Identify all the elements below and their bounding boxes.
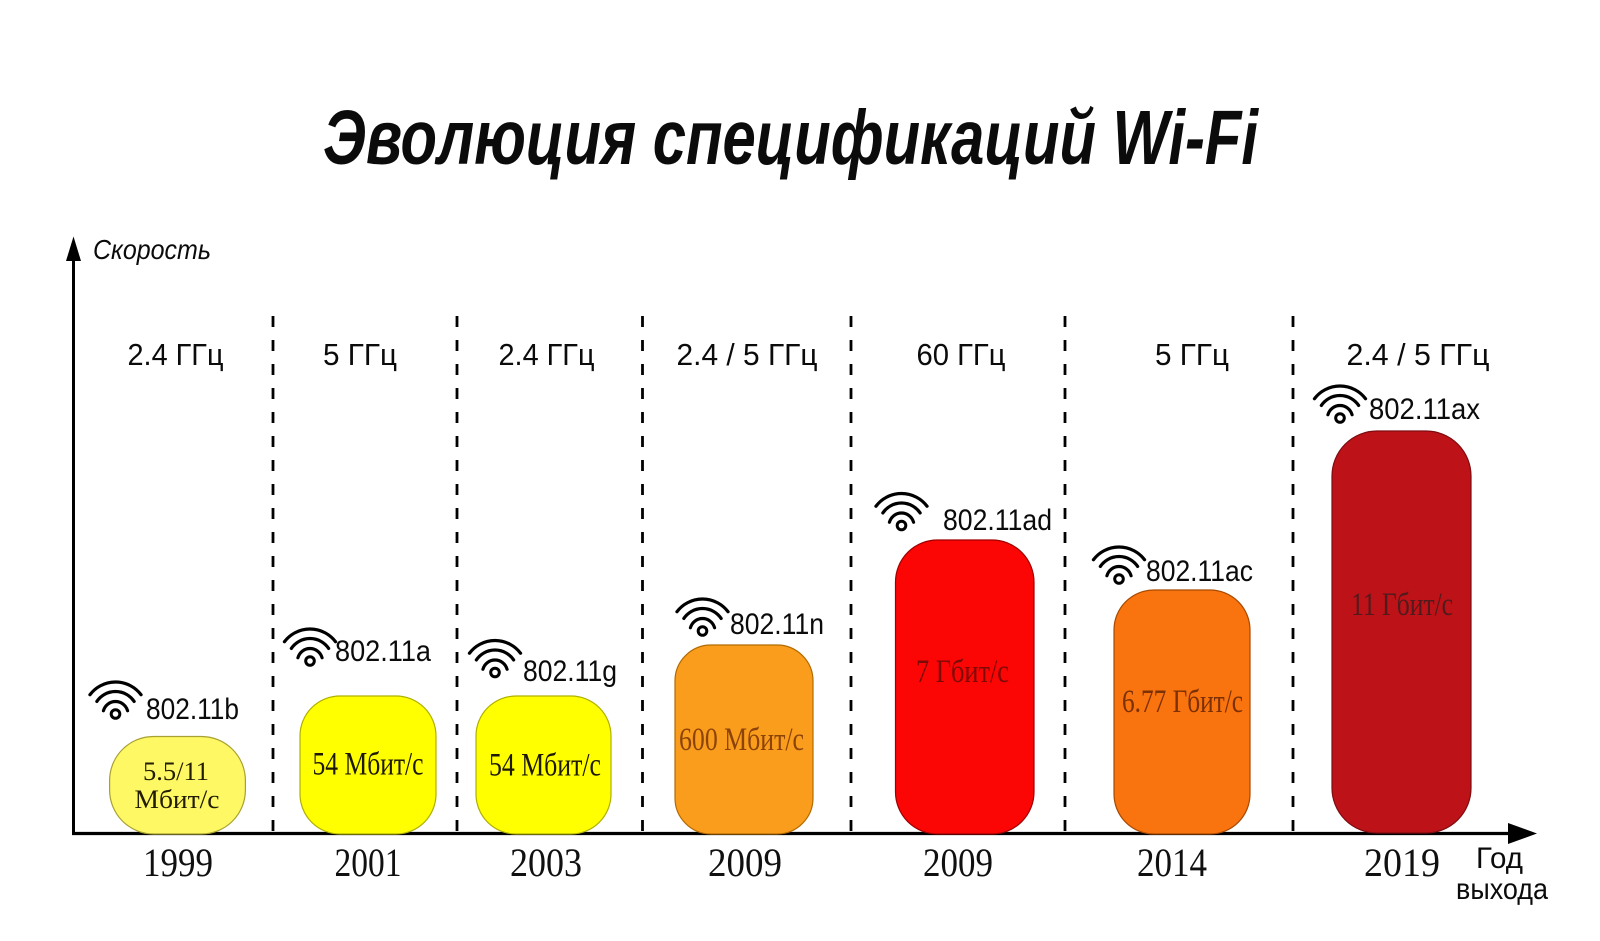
svg-text:Год: Год: [1476, 842, 1523, 875]
svg-text:5 ГГц: 5 ГГц: [1155, 337, 1229, 372]
svg-text:5 ГГц: 5 ГГц: [323, 337, 397, 372]
svg-text:Мбит/с: Мбит/с: [135, 785, 220, 814]
svg-text:54 Мбит/с: 54 Мбит/с: [489, 748, 601, 784]
svg-text:802.11ac: 802.11ac: [1146, 555, 1253, 588]
svg-text:54 Мбит/с: 54 Мбит/с: [313, 747, 424, 783]
svg-text:2014: 2014: [1137, 840, 1207, 885]
svg-text:6.77 Гбит/с: 6.77 Гбит/с: [1122, 684, 1243, 720]
svg-text:2009: 2009: [923, 840, 993, 885]
svg-text:2001: 2001: [335, 840, 402, 885]
svg-text:2.4 / 5 ГГц: 2.4 / 5 ГГц: [677, 337, 818, 372]
svg-text:802.11b: 802.11b: [146, 693, 239, 726]
svg-text:2003: 2003: [510, 840, 582, 885]
svg-text:802.11ad: 802.11ad: [943, 504, 1052, 537]
svg-text:2.4 ГГц: 2.4 ГГц: [499, 337, 595, 372]
svg-text:2.4 / 5 ГГц: 2.4 / 5 ГГц: [1347, 337, 1490, 372]
svg-text:Скорость: Скорость: [93, 234, 211, 265]
svg-text:802.11g: 802.11g: [523, 655, 617, 688]
svg-text:600 Мбит/с: 600 Мбит/с: [679, 722, 804, 758]
svg-text:5.5/11: 5.5/11: [143, 757, 209, 786]
svg-text:11 Гбит/с: 11 Гбит/с: [1351, 587, 1453, 623]
svg-text:выхода: выхода: [1456, 873, 1548, 906]
svg-text:7 Гбит/с: 7 Гбит/с: [916, 654, 1009, 690]
svg-text:802.11a: 802.11a: [335, 635, 431, 668]
svg-text:60 ГГц: 60 ГГц: [917, 337, 1006, 372]
svg-text:1999: 1999: [143, 840, 213, 885]
svg-text:2019: 2019: [1364, 840, 1440, 885]
svg-text:802.11n: 802.11n: [730, 608, 824, 641]
svg-text:Эволюция спецификаций Wi-Fi: Эволюция спецификаций Wi-Fi: [323, 95, 1259, 181]
svg-text:802.11ax: 802.11ax: [1369, 393, 1480, 426]
svg-text:2.4 ГГц: 2.4 ГГц: [128, 337, 224, 372]
svg-text:2009: 2009: [708, 840, 782, 885]
